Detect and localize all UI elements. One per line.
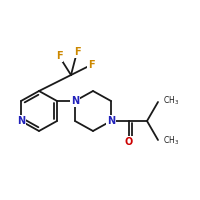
Text: CH$_3$: CH$_3$ <box>163 95 179 107</box>
Text: N: N <box>17 116 25 126</box>
Text: F: F <box>56 51 62 61</box>
Text: N: N <box>71 96 79 106</box>
Text: CH$_3$: CH$_3$ <box>163 135 179 147</box>
Text: O: O <box>125 137 133 147</box>
Text: N: N <box>107 116 115 126</box>
Text: F: F <box>88 60 94 70</box>
Text: F: F <box>74 47 80 57</box>
